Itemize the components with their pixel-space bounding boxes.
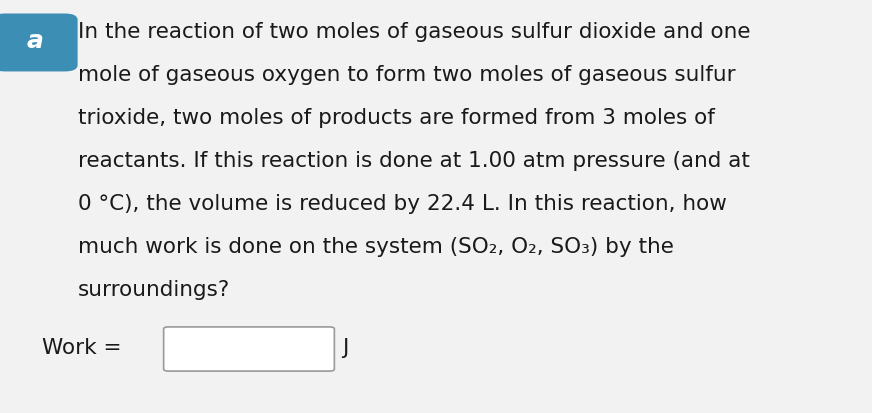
Text: mole of gaseous oxygen to form two moles of gaseous sulfur: mole of gaseous oxygen to form two moles… bbox=[78, 65, 736, 85]
Text: Work =: Work = bbox=[42, 337, 121, 357]
Text: 0 °C), the volume is reduced by 22.4 L. In this reaction, how: 0 °C), the volume is reduced by 22.4 L. … bbox=[78, 194, 727, 214]
FancyBboxPatch shape bbox=[164, 327, 334, 371]
Text: reactants. If this reaction is done at 1.00 atm pressure (and at: reactants. If this reaction is done at 1… bbox=[78, 151, 750, 171]
Text: surroundings?: surroundings? bbox=[78, 279, 230, 299]
Text: much work is done on the system (SO₂, O₂, SO₃) by the: much work is done on the system (SO₂, O₂… bbox=[78, 236, 674, 256]
Text: In the reaction of two moles of gaseous sulfur dioxide and one: In the reaction of two moles of gaseous … bbox=[78, 22, 751, 42]
Text: trioxide, two moles of products are formed from 3 moles of: trioxide, two moles of products are form… bbox=[78, 108, 715, 128]
Text: a: a bbox=[26, 29, 44, 53]
Text: J: J bbox=[342, 337, 349, 357]
FancyBboxPatch shape bbox=[0, 14, 78, 72]
